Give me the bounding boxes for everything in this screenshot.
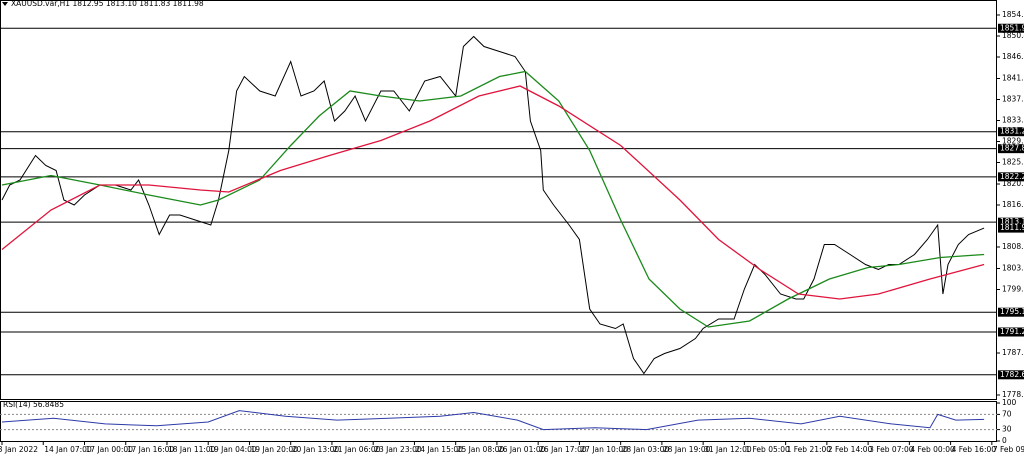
y-tick-label: 1820.80: [1002, 179, 1024, 188]
chart-title: XAUUSD.var,H1 1812.95 1813.10 1811.83 18…: [11, 0, 204, 8]
y-tick-label: 30: [1002, 425, 1012, 434]
y-tick-label: 1829.30: [1002, 137, 1024, 146]
x-tick-label: 20 Jan 13:00: [292, 445, 340, 454]
level-label: 1791.20: [1000, 327, 1024, 336]
level-label: 1851.95: [1000, 23, 1024, 32]
y-tick-label: 1803.90: [1002, 264, 1024, 273]
x-tick-label: 27 Jan 10:00: [580, 445, 628, 454]
x-tick-label: 24 Jan 15:00: [415, 445, 463, 454]
x-tick-label: 19 Jan 04:00: [209, 445, 257, 454]
y-tick-label: 1850.40: [1002, 31, 1024, 40]
y-tick-label: 1837.70: [1002, 95, 1024, 104]
level-label-box: [998, 327, 1024, 337]
rsi-frame: [0, 401, 997, 442]
y-tick-label: 1778.60: [1002, 390, 1024, 399]
series-line: [1, 85, 985, 300]
menu-arrow: [2, 2, 8, 6]
level-label-box: [998, 144, 1024, 154]
level-label: 1813.17: [1000, 217, 1024, 226]
x-tick-label: 13 Jan 2022: [0, 445, 38, 454]
y-tick-label: 1816.60: [1002, 200, 1024, 209]
y-tick-label: 1808.20: [1002, 242, 1024, 251]
x-tick-label: 17 Jan 00:00: [85, 445, 133, 454]
x-tick-label: 19 Jan 20:00: [250, 445, 298, 454]
x-tick-label: 26 Jan 17:00: [539, 445, 587, 454]
x-tick-label: 31 Jan 12:00: [704, 445, 752, 454]
bid-label-box: [998, 223, 1024, 233]
y-tick-label: 1846.20: [1002, 52, 1024, 61]
x-tick-label: 4 Feb 00:00: [910, 445, 955, 454]
y-tick-label: 70: [1002, 409, 1012, 418]
level-label: 1827.87: [1000, 144, 1024, 153]
y-tick-label: 1825.10: [1002, 158, 1024, 167]
level-label: 1795.16: [1000, 307, 1024, 316]
rsi-title: RSI(14) 56.8485: [3, 400, 64, 409]
x-tick-label: 1 Feb 05:00: [745, 445, 790, 454]
y-tick-label: 1787.00: [1002, 348, 1024, 357]
x-tick-label: 14 Jan 07:00: [44, 445, 92, 454]
x-tick-label: 25 Jan 08:00: [457, 445, 505, 454]
y-tick-label: 1833.50: [1002, 116, 1024, 125]
main-frame: [0, 0, 997, 400]
series-line: [1, 410, 985, 431]
level-label-box: [998, 127, 1024, 137]
series-line: [1, 35, 985, 375]
x-tick-label: 28 Jan 03:00: [622, 445, 670, 454]
bid-label: 1811.98: [1000, 223, 1024, 232]
x-tick-label: 17 Jan 16:00: [127, 445, 175, 454]
y-tick-label: 100: [1002, 398, 1017, 407]
level-label: 1831.26: [1000, 127, 1024, 136]
level-label-box: [998, 23, 1024, 33]
x-tick-label: 7 Feb 09:00: [993, 445, 1024, 454]
level-label: 1822.23: [1000, 172, 1024, 181]
x-tick-label: 18 Jan 11:00: [168, 445, 216, 454]
y-tick-label: 0: [1002, 436, 1007, 445]
x-tick-label: 21 Jan 06:00: [333, 445, 381, 454]
level-label-box: [998, 172, 1024, 182]
x-tick-label: 2 Feb 14:00: [828, 445, 873, 454]
x-tick-label: 4 Feb 16:00: [952, 445, 997, 454]
x-tick-label: 1 Feb 21:00: [787, 445, 832, 454]
x-tick-label: 26 Jan 01:00: [498, 445, 546, 454]
level-label-box: [998, 217, 1024, 227]
x-tick-label: 23 Jan 23:00: [374, 445, 422, 454]
level-label: 1782.64: [1000, 370, 1024, 379]
y-tick-label: 1841.90: [1002, 74, 1024, 83]
x-tick-label: 28 Jan 19:00: [663, 445, 711, 454]
y-tick-label: 1854.60: [1002, 10, 1024, 19]
x-tick-label: 3 Feb 07:00: [869, 445, 914, 454]
level-label-box: [998, 307, 1024, 317]
level-label-box: [998, 370, 1024, 380]
series-line: [1, 70, 985, 328]
y-tick-label: 1799.70: [1002, 285, 1024, 294]
